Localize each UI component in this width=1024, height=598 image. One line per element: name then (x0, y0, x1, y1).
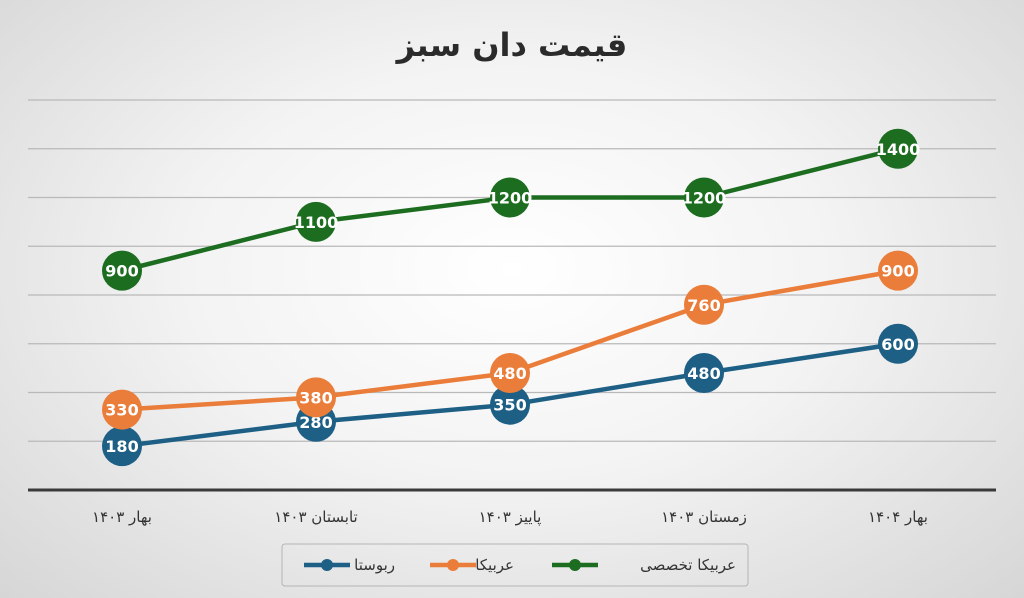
data-point (684, 284, 724, 325)
series: 180 280 350 480 600 (102, 323, 918, 467)
data-label: 1200 (488, 189, 533, 208)
x-tick-label: زمستان ۱۴۰۳ (661, 508, 747, 526)
legend: ربوستا عربیکا عربیکا تخصصی (281, 543, 749, 587)
legend-item: ربوستا (304, 556, 395, 574)
data-point (296, 377, 336, 418)
data-label: 380 (299, 388, 332, 407)
data-point (102, 389, 142, 430)
x-tick-label: پاییز ۱۴۰۳ (479, 508, 542, 527)
data-point (684, 177, 724, 218)
data-point (102, 426, 142, 467)
data-label: 1200 (682, 189, 727, 208)
data-label: 1400 (876, 140, 921, 159)
legend-swatch-marker (321, 559, 333, 571)
data-label: 600 (881, 335, 914, 354)
data-point (490, 353, 530, 393)
data-label: 480 (493, 364, 526, 383)
data-label: 1100 (294, 213, 339, 232)
legend-swatch-marker (447, 559, 459, 571)
series: 330 380 480 760 900 (102, 250, 918, 430)
legend-label: ربوستا (354, 556, 395, 574)
legend-item: عربیکا (430, 556, 514, 574)
legend-item: عربیکا تخصصی (552, 556, 736, 574)
series-group: 180 280 350 480 600 330 380 480 760 900 900 1100 120… (102, 128, 921, 467)
data-point (102, 250, 142, 291)
legend-swatch-marker (569, 559, 581, 571)
series: 900 1100 1200 1200 1400 (102, 128, 921, 291)
data-label: 350 (493, 396, 526, 415)
data-label: 760 (687, 296, 720, 315)
x-tick-label: تابستان ۱۴۰۳ (274, 508, 357, 526)
chart-title: قیمت دان سبز (395, 26, 628, 64)
legend-label: عربیکا (475, 556, 514, 574)
data-label: 480 (687, 364, 720, 383)
data-point (878, 323, 918, 364)
data-point (878, 250, 918, 291)
legend-box (281, 543, 749, 587)
data-point (296, 201, 336, 242)
data-label: 280 (299, 413, 332, 432)
x-tick-label: بهار ۱۴۰۳ (92, 508, 152, 526)
x-tick-label: بهار ۱۴۰۴ (868, 508, 928, 526)
data-point (490, 177, 530, 218)
data-point (878, 128, 918, 169)
data-point (684, 353, 724, 393)
x-axis-ticks: بهار ۱۴۰۳ تابستان ۱۴۰۳ پاییز ۱۴۰۳ زمستان ۱۴… (92, 508, 928, 527)
legend-label: عربیکا تخصصی (640, 556, 736, 574)
data-label: 900 (881, 262, 914, 281)
data-label: 180 (105, 437, 138, 456)
data-label: 900 (105, 262, 138, 281)
data-point (490, 384, 530, 425)
data-label: 330 (105, 401, 138, 420)
